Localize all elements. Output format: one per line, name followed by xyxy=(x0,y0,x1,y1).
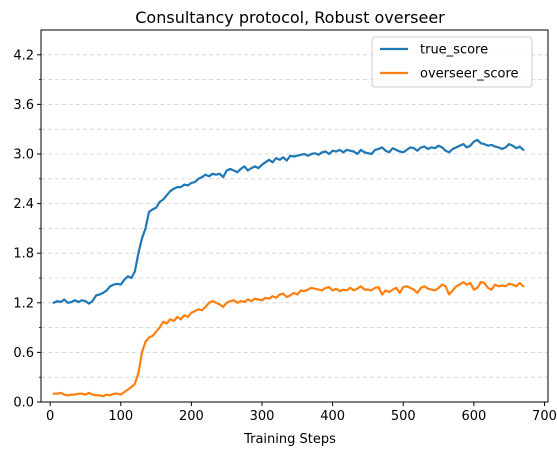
grid xyxy=(41,54,548,403)
x-tick-label: 100 xyxy=(108,409,133,424)
x-tick-label: 300 xyxy=(250,409,275,424)
y-tick-label: 1.8 xyxy=(13,247,34,262)
y-tick-label: 0.0 xyxy=(13,396,34,411)
x-axis-label: Training Steps xyxy=(243,432,336,447)
legend-label-true-score: true_score xyxy=(420,43,488,58)
y-tick-label: 3.6 xyxy=(13,98,34,113)
y-tick-label: 2.4 xyxy=(13,197,34,212)
y-tick-label: 1.2 xyxy=(13,296,34,311)
legend-label-overseer-score: overseer_score xyxy=(420,67,519,82)
axis-ticks: 0.0 0.6 1.2 1.8 2.4 3.0 3.6 4.2 0 100 200 300 400 500… xyxy=(13,48,557,424)
x-tick-label: 200 xyxy=(179,409,204,424)
plot-frame xyxy=(40,29,549,403)
legend-box xyxy=(371,36,533,88)
y-tick-label: 4.2 xyxy=(13,48,34,63)
x-tick-label: 600 xyxy=(461,409,486,424)
chart-title: Consultancy protocol, Robust overseer xyxy=(135,8,445,27)
series-line-true-score xyxy=(52,138,525,305)
x-tick-label: 0 xyxy=(46,409,54,424)
x-tick-label: 500 xyxy=(391,409,416,424)
y-tick-label: 0.6 xyxy=(13,346,34,361)
y-tick-label: 3.0 xyxy=(13,148,34,163)
x-tick-label: 400 xyxy=(320,409,345,424)
series-line-overseer-score xyxy=(52,281,525,398)
series-lines xyxy=(52,138,525,398)
x-tick-label: 700 xyxy=(532,409,557,424)
legend: true_score overseer_score xyxy=(371,36,533,88)
